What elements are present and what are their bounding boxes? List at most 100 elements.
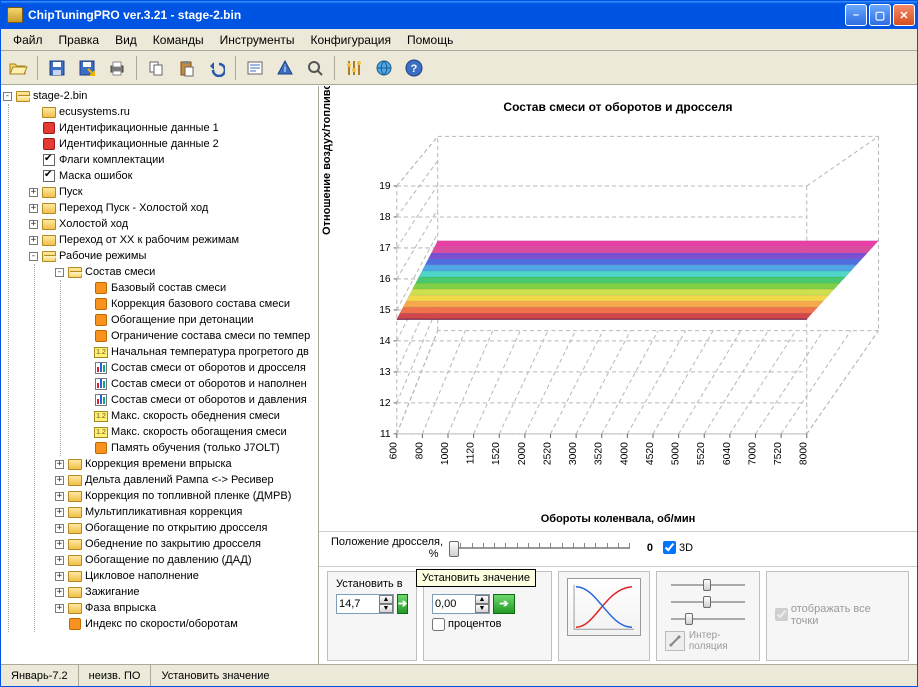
- tree-item[interactable]: +Фаза впрыска: [53, 600, 318, 616]
- checkbox-3d[interactable]: 3D: [663, 541, 693, 554]
- close-button[interactable]: ✕: [893, 4, 915, 26]
- copy-icon[interactable]: [143, 55, 169, 81]
- tree-item[interactable]: Индекс по скорости/оборотам: [53, 616, 318, 632]
- svg-text:8000: 8000: [799, 442, 810, 465]
- tree-expander-icon[interactable]: +: [29, 188, 38, 197]
- spin-down-icon[interactable]: ▼: [475, 604, 489, 613]
- tree-item[interactable]: Идентификационные данные 2: [27, 136, 318, 152]
- tree-item[interactable]: +Дельта давлений Рампа <-> Ресивер: [53, 472, 318, 488]
- tree-expander-icon[interactable]: -: [55, 268, 64, 277]
- spin-absolute-input[interactable]: [337, 595, 379, 613]
- tree-item[interactable]: Состав смеси от оборотов и дросселя: [79, 360, 318, 376]
- tree-item[interactable]: Флаги комплектации: [27, 152, 318, 168]
- tree-item[interactable]: +Обогащение по открытию дросселя: [53, 520, 318, 536]
- menu-edit[interactable]: Правка: [51, 31, 108, 49]
- tree-root[interactable]: -stage-2.bin: [1, 88, 318, 104]
- paste-icon[interactable]: [173, 55, 199, 81]
- interp-icon[interactable]: [665, 631, 685, 651]
- tree-item[interactable]: 1.2Начальная температура прогретого дв: [79, 344, 318, 360]
- tree-expander-icon[interactable]: +: [55, 556, 64, 565]
- checkbox-3d-input[interactable]: [663, 541, 676, 554]
- tree-item[interactable]: +Пуск: [27, 184, 318, 200]
- tree-item-label: Коррекция времени впрыска: [85, 458, 232, 470]
- tree-item[interactable]: Базовый состав смеси: [79, 280, 318, 296]
- save-icon[interactable]: [44, 55, 70, 81]
- editor-icon[interactable]: [242, 55, 268, 81]
- tree-expander-icon[interactable]: +: [55, 508, 64, 517]
- help-icon[interactable]: ?: [401, 55, 427, 81]
- spin-relative[interactable]: ▲▼: [432, 594, 490, 614]
- open-icon[interactable]: [5, 55, 31, 81]
- search-icon[interactable]: [302, 55, 328, 81]
- checkbox-percent[interactable]: процентов: [432, 618, 543, 631]
- spin-relative-input[interactable]: [433, 595, 475, 613]
- tree-item[interactable]: 1.2Макс. скорость обогащения смеси: [79, 424, 318, 440]
- tree-item[interactable]: +Коррекция по топливной пленке (ДМРВ): [53, 488, 318, 504]
- throttle-slider[interactable]: [449, 539, 629, 557]
- tree-item[interactable]: +Переход от ХХ к рабочим режимам: [27, 232, 318, 248]
- spin-absolute[interactable]: ▲▼: [336, 594, 394, 614]
- tree-expander-icon[interactable]: +: [55, 604, 64, 613]
- tree-item[interactable]: Ограничение состава смеси по темпер: [79, 328, 318, 344]
- tree-item[interactable]: +Обогащение по давлению (ДАД): [53, 552, 318, 568]
- spin-down-icon[interactable]: ▼: [379, 604, 393, 613]
- tree-expander-icon[interactable]: +: [55, 588, 64, 597]
- menu-file[interactable]: Файл: [5, 31, 51, 49]
- tree-expander-icon[interactable]: +: [55, 524, 64, 533]
- tree-item[interactable]: +Обеднение по закрытию дросселя: [53, 536, 318, 552]
- tree-item[interactable]: +Цикловое наполнение: [53, 568, 318, 584]
- globe-icon[interactable]: [371, 55, 397, 81]
- menu-config[interactable]: Конфигурация: [302, 31, 399, 49]
- throttle-controls: Положение дросселя, % 0 3D: [319, 531, 917, 566]
- tree-item[interactable]: Коррекция базового состава смеси: [79, 296, 318, 312]
- tree-item[interactable]: -Состав смеси: [53, 264, 318, 280]
- tree-item[interactable]: +Холостой ход: [27, 216, 318, 232]
- menu-view[interactable]: Вид: [107, 31, 145, 49]
- menu-instruments[interactable]: Инструменты: [212, 31, 303, 49]
- tree-item[interactable]: + Коррекция времени впрыска: [53, 456, 318, 472]
- tree-expander-icon[interactable]: +: [55, 540, 64, 549]
- mini-slider-3[interactable]: [665, 612, 751, 626]
- tree-expander-icon[interactable]: +: [55, 492, 64, 501]
- tree-item[interactable]: +Переход Пуск - Холостой ход: [27, 200, 318, 216]
- tree-item[interactable]: Память обучения (только J7OLT): [79, 440, 318, 456]
- tree-item[interactable]: +Мультипликативная коррекция: [53, 504, 318, 520]
- tree-expander-icon[interactable]: +: [55, 460, 64, 469]
- tree-item[interactable]: Обогащение при детонации: [79, 312, 318, 328]
- save-as-icon[interactable]: [74, 55, 100, 81]
- menu-help[interactable]: Помощь: [399, 31, 461, 49]
- tree-expander-icon[interactable]: +: [29, 204, 38, 213]
- mini-slider-1[interactable]: [665, 578, 751, 592]
- tree-item[interactable]: Маска ошибок: [27, 168, 318, 184]
- tree-expander-icon[interactable]: +: [29, 220, 38, 229]
- spin-up-icon[interactable]: ▲: [475, 595, 489, 604]
- minimize-button[interactable]: –: [845, 4, 867, 26]
- tree-expander-icon: [81, 444, 90, 453]
- svg-text:19: 19: [379, 181, 391, 192]
- chart-3d[interactable]: Отношение воздух/топливо 111213141516171…: [325, 124, 899, 517]
- tree-item-label: Индекс по скорости/оборотам: [85, 618, 238, 630]
- spin-up-icon[interactable]: ▲: [379, 595, 393, 604]
- tree-expander-icon[interactable]: -: [29, 252, 38, 261]
- menu-commands[interactable]: Команды: [145, 31, 212, 49]
- tree-expander-icon[interactable]: +: [55, 572, 64, 581]
- tree-item[interactable]: ecusystems.ru: [27, 104, 318, 120]
- undo-icon[interactable]: [203, 55, 229, 81]
- tree-item[interactable]: 1.2Макс. скорость обеднения смеси: [79, 408, 318, 424]
- apply-relative-button[interactable]: ➔: [493, 594, 515, 614]
- apply-absolute-button[interactable]: ➔: [397, 594, 408, 614]
- tree-expander-icon[interactable]: +: [29, 236, 38, 245]
- print-icon[interactable]: [104, 55, 130, 81]
- tree-item[interactable]: +Зажигание: [53, 584, 318, 600]
- maximize-button[interactable]: ▢: [869, 4, 891, 26]
- tree-expander-icon[interactable]: +: [55, 476, 64, 485]
- checkbox-percent-input[interactable]: [432, 618, 445, 631]
- tree-item[interactable]: Состав смеси от оборотов и наполнен: [79, 376, 318, 392]
- info-icon[interactable]: i: [272, 55, 298, 81]
- tree-item[interactable]: Состав смеси от оборотов и давления: [79, 392, 318, 408]
- tree-item[interactable]: Идентификационные данные 1: [27, 120, 318, 136]
- tuning-wizard-icon[interactable]: [341, 55, 367, 81]
- tree-panel[interactable]: -stage-2.binecusystems.ruИдентификационн…: [1, 86, 319, 664]
- tree-item[interactable]: -Рабочие режимы: [27, 248, 318, 264]
- mini-slider-2[interactable]: [665, 595, 751, 609]
